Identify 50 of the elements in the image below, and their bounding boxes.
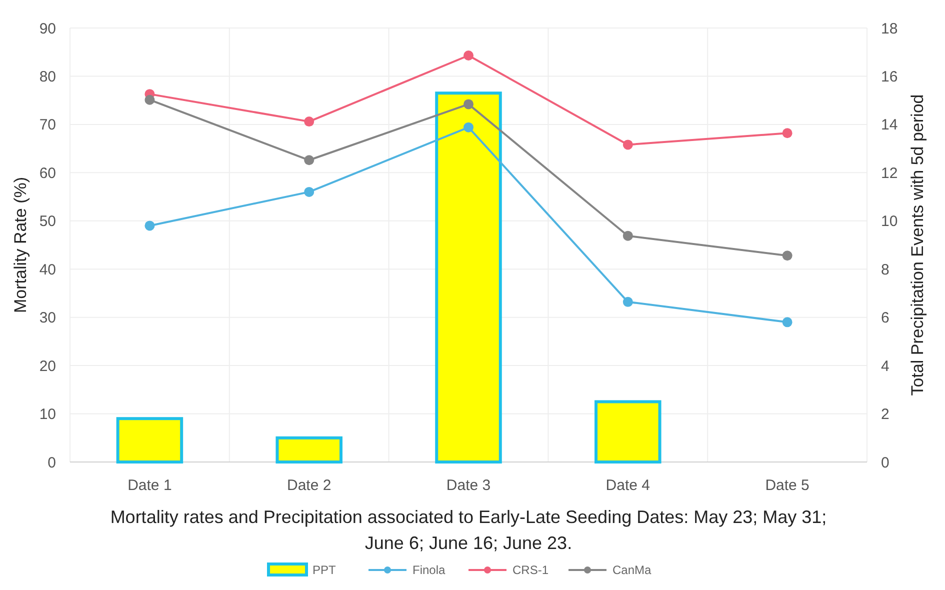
point [464, 50, 474, 60]
y-tick-label: 10 [39, 406, 56, 424]
y2-tick-label: 16 [881, 68, 898, 86]
point [622, 230, 633, 241]
point [782, 317, 792, 328]
point [144, 220, 155, 231]
y-tick-label: 60 [39, 164, 56, 182]
bar [276, 436, 342, 464]
y2-tick-label: 10 [881, 213, 898, 230]
y-tick-label: 0 [48, 454, 56, 472]
y-tick-label: 40 [39, 261, 56, 278]
legend-label: CRS-1 [512, 563, 549, 578]
y2-tick-label: 0 [881, 454, 890, 472]
y-tick-label: 90 [39, 20, 56, 38]
point [304, 186, 314, 197]
point [304, 155, 314, 166]
y-tick-label: 50 [39, 213, 56, 230]
bar [435, 92, 502, 464]
y2-tick-label: 14 [881, 116, 898, 134]
y-tick-label: 20 [39, 358, 56, 375]
point [304, 116, 314, 127]
y2-tick-label: 18 [881, 20, 898, 38]
point [622, 140, 633, 150]
y2-tick-label: 6 [881, 310, 890, 327]
point [622, 296, 633, 307]
legend-label: PPT [312, 563, 337, 578]
x-axis-title: Mortality rates and Precipitation associated to Early-Late Seeding Dates: May 23; May 31; June 6; June 16; June 23. [110, 506, 827, 555]
x-tick-label: Date 4 [606, 477, 650, 494]
point [464, 99, 474, 110]
bar [116, 417, 184, 464]
bar [594, 400, 662, 464]
y2-tick-label: 12 [881, 164, 898, 182]
y-tick-label: 30 [39, 310, 56, 327]
legend-label: CanMa [612, 563, 652, 578]
y2-tick-label: 2 [881, 406, 890, 424]
y-tick-label: 80 [39, 68, 56, 86]
point [782, 250, 792, 261]
x-tick-label: Date 5 [765, 477, 810, 494]
y2-tick-label: 4 [881, 358, 890, 375]
x-tick-label: Date 2 [287, 477, 332, 494]
y2-tick-label: 8 [881, 261, 890, 278]
x-tick-label: Date 1 [128, 477, 172, 494]
point [782, 128, 792, 138]
point [464, 122, 474, 132]
legend-label: Finola [412, 563, 446, 578]
y-tick-label: 70 [39, 116, 56, 134]
y-axis-title: Mortality Rate (%) [11, 176, 30, 314]
y2-axis-title: Total Precipitation Events with 5d period [908, 94, 927, 396]
point [144, 94, 155, 105]
x-tick-label: Date 3 [446, 477, 491, 494]
